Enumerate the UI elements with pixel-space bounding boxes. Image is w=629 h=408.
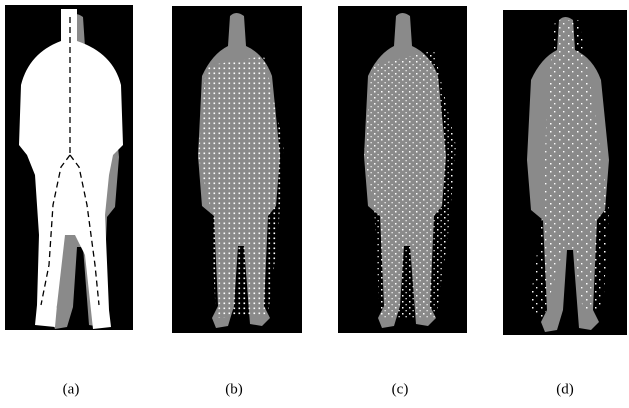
caption: (d) [556, 381, 574, 397]
panel-d [503, 10, 627, 335]
page: {"figure": {"captions": ["(a)", "(b)", "… [0, 0, 629, 408]
panel-a [5, 5, 133, 330]
caption: (b) [225, 381, 243, 397]
panel-c [338, 6, 467, 333]
caption: (a) [63, 381, 80, 397]
caption: (c) [392, 381, 409, 397]
panel-b [172, 6, 302, 333]
figure: (a) (b) (c) (d) [0, 0, 629, 408]
